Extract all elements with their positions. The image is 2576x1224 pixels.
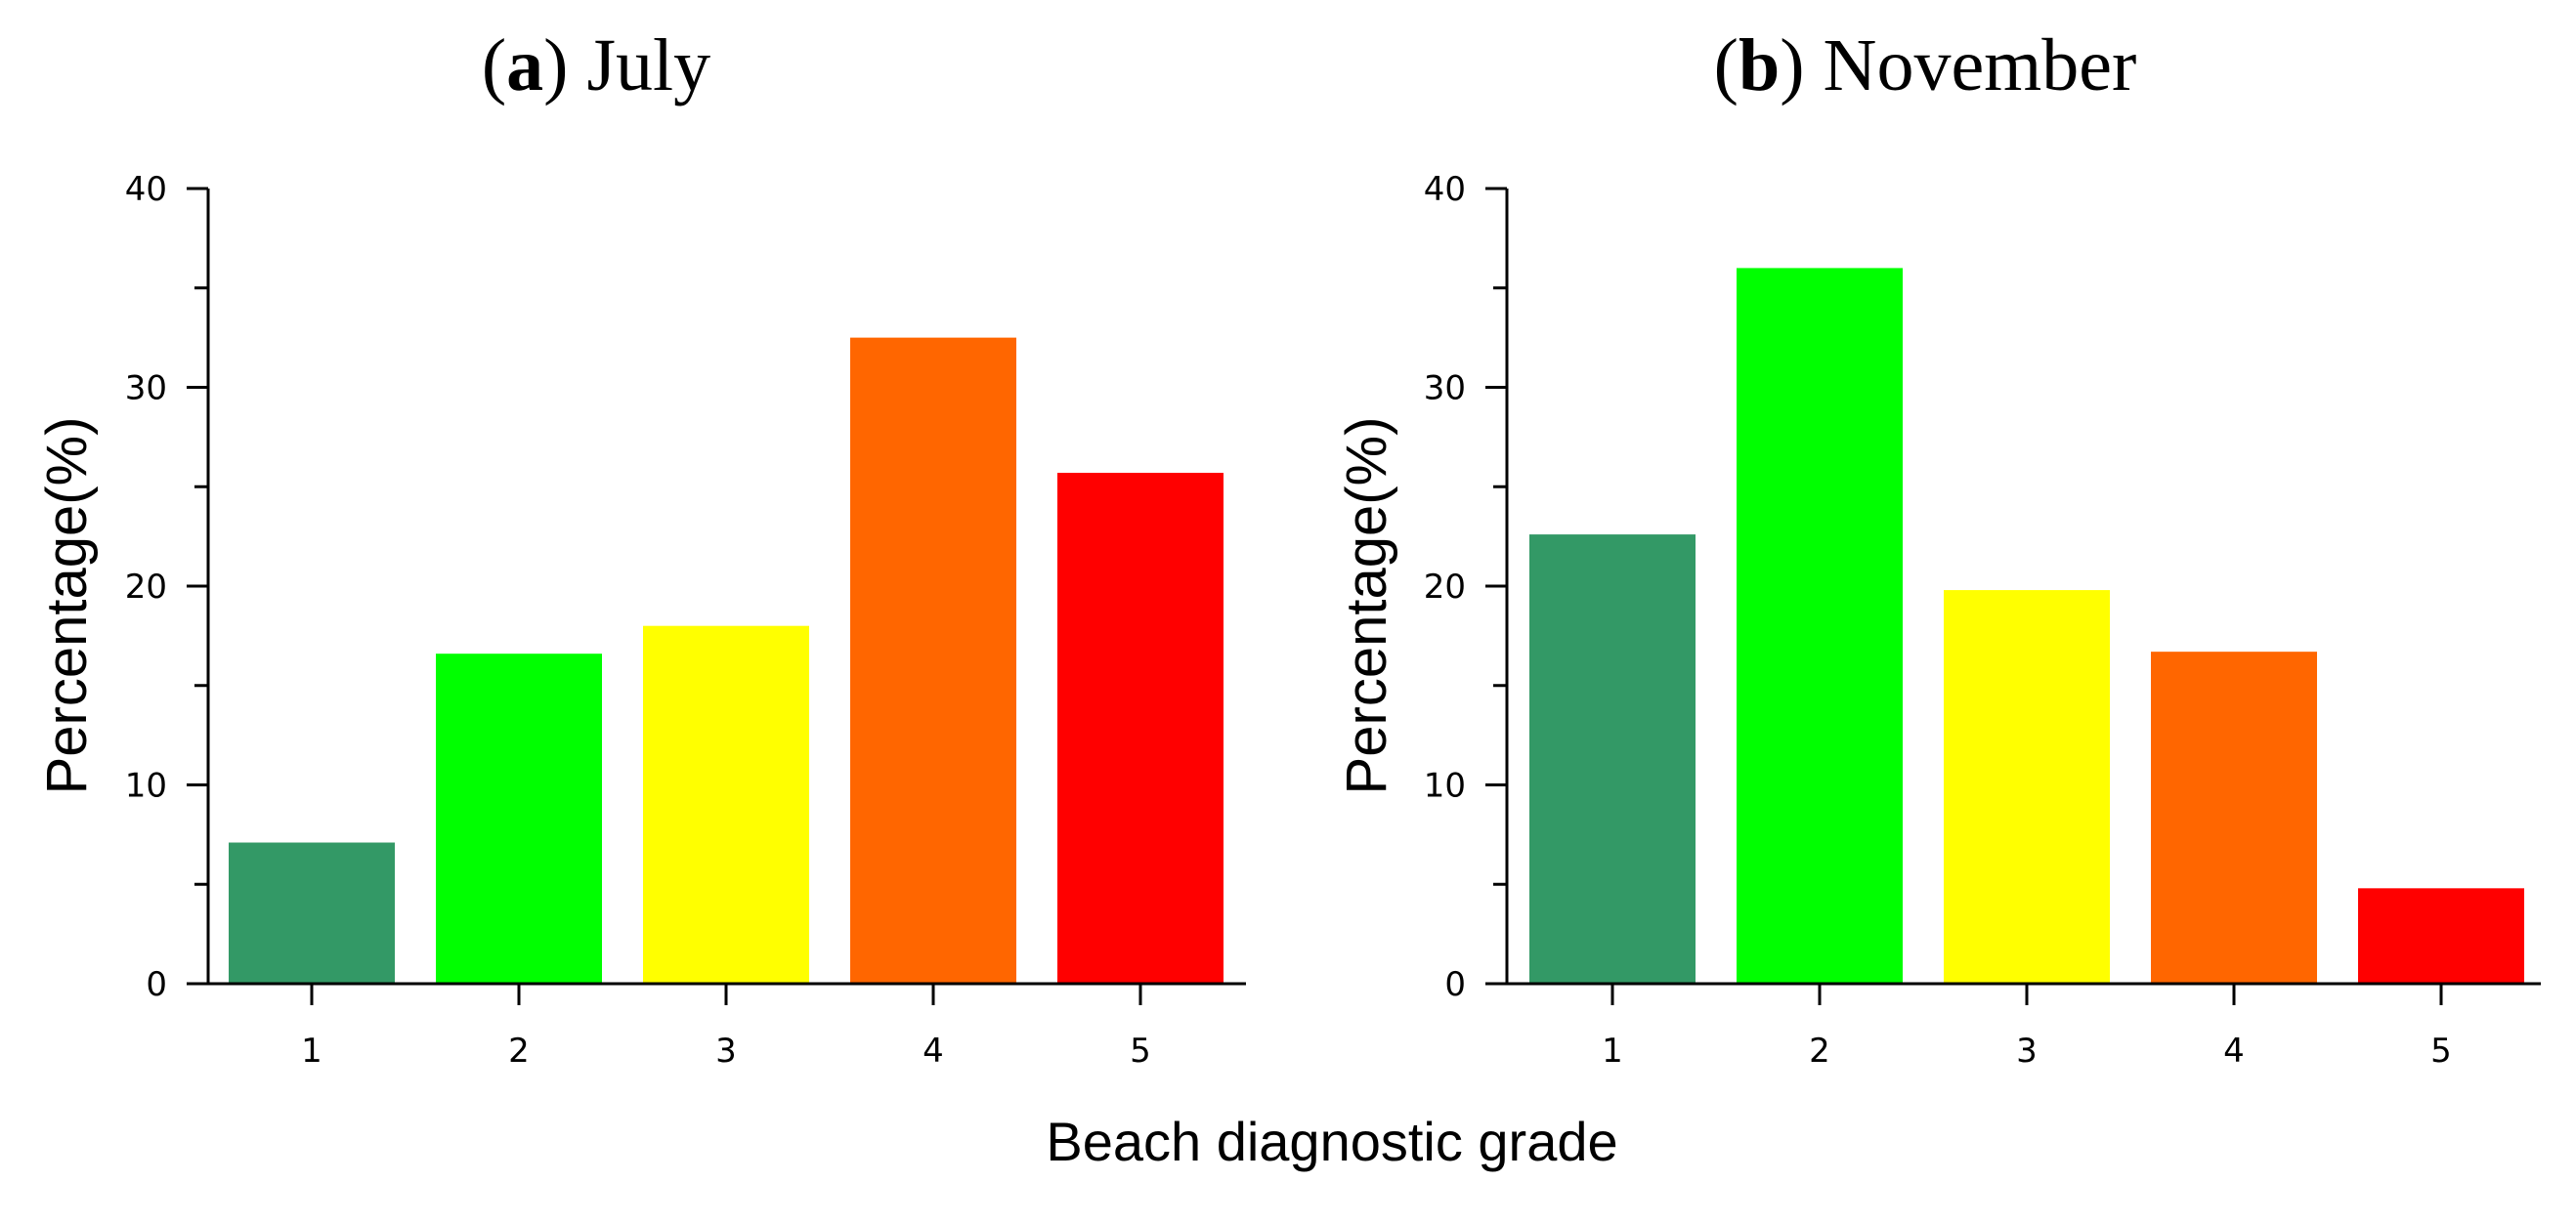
- panel-a-y-tick-label: 30: [125, 369, 167, 408]
- panel-b-title: (b) November: [1714, 24, 2137, 106]
- panel-b-x-tick-label: 2: [1809, 1032, 1830, 1071]
- panel-a-y-tick-label: 40: [125, 170, 167, 209]
- panel-a-x-tick-label: 1: [301, 1032, 322, 1071]
- panel-b-bar-grade-5: [2358, 888, 2524, 984]
- panel-b-y-tick-label: 20: [1424, 568, 1466, 607]
- panel-b-x-tick-label: 3: [2016, 1032, 2038, 1071]
- panel-b-x-tick-label: 4: [2223, 1032, 2245, 1071]
- panel-b-bar-grade-1: [1529, 534, 1696, 984]
- x-axis-label: Beach diagnostic grade: [1046, 1111, 1617, 1172]
- panel-a-bar-grade-4: [850, 337, 1016, 984]
- panel-a-bar-grade-5: [1057, 473, 1224, 984]
- panel-a-x-tick-label: 3: [715, 1032, 737, 1071]
- panel-b-x-tick-label: 5: [2430, 1032, 2452, 1071]
- panel-a-y-tick-label: 10: [125, 767, 167, 806]
- panel-a-x-tick-label: 2: [508, 1032, 530, 1071]
- panel-b-bar-grade-2: [1737, 268, 1903, 984]
- panel-a-y-axis-label: Percentage(%): [35, 417, 99, 795]
- panel-a-y-tick-label: 0: [146, 965, 167, 1004]
- panel-a-bar-grade-2: [436, 654, 602, 984]
- panel-b-y-tick-label: 40: [1424, 170, 1466, 209]
- panel-a-x-tick-label: 5: [1130, 1032, 1151, 1071]
- panel-a-bar-grade-3: [643, 625, 809, 984]
- panel-b-y-tick-label: 10: [1424, 767, 1466, 806]
- panel-b-y-tick-label: 30: [1424, 369, 1466, 408]
- panel-a-y-tick-label: 20: [125, 568, 167, 607]
- panel-b-y-tick-label: 0: [1444, 965, 1466, 1004]
- panel-b-bar-grade-4: [2151, 652, 2317, 984]
- panel-b-bar-grade-3: [1944, 590, 2110, 984]
- panel-a-bar-grade-1: [229, 842, 395, 984]
- panel-a-x-tick-label: 4: [923, 1032, 944, 1071]
- panel-b-y-axis-label: Percentage(%): [1335, 417, 1398, 795]
- panel-b-x-tick-label: 1: [1602, 1032, 1623, 1071]
- panel-a-title: (a) July: [482, 24, 710, 106]
